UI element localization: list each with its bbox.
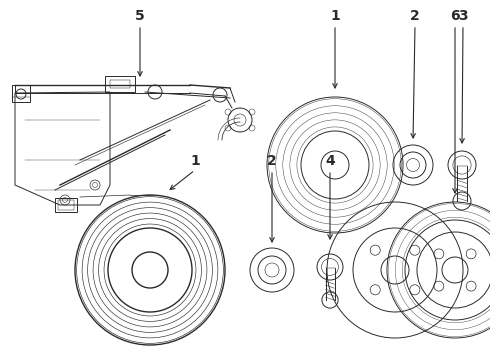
Text: 1: 1 [190,154,200,168]
Text: 6: 6 [450,9,460,23]
Text: 4: 4 [325,154,335,168]
Bar [12,85,30,102]
Bar [58,200,74,210]
Bar [55,198,77,212]
Text: 5: 5 [135,9,145,23]
Bar [110,80,130,88]
Bar [105,76,135,92]
Text: 3: 3 [458,9,468,23]
Text: 2: 2 [267,154,277,168]
Text: 1: 1 [330,9,340,23]
Text: 2: 2 [410,9,420,23]
